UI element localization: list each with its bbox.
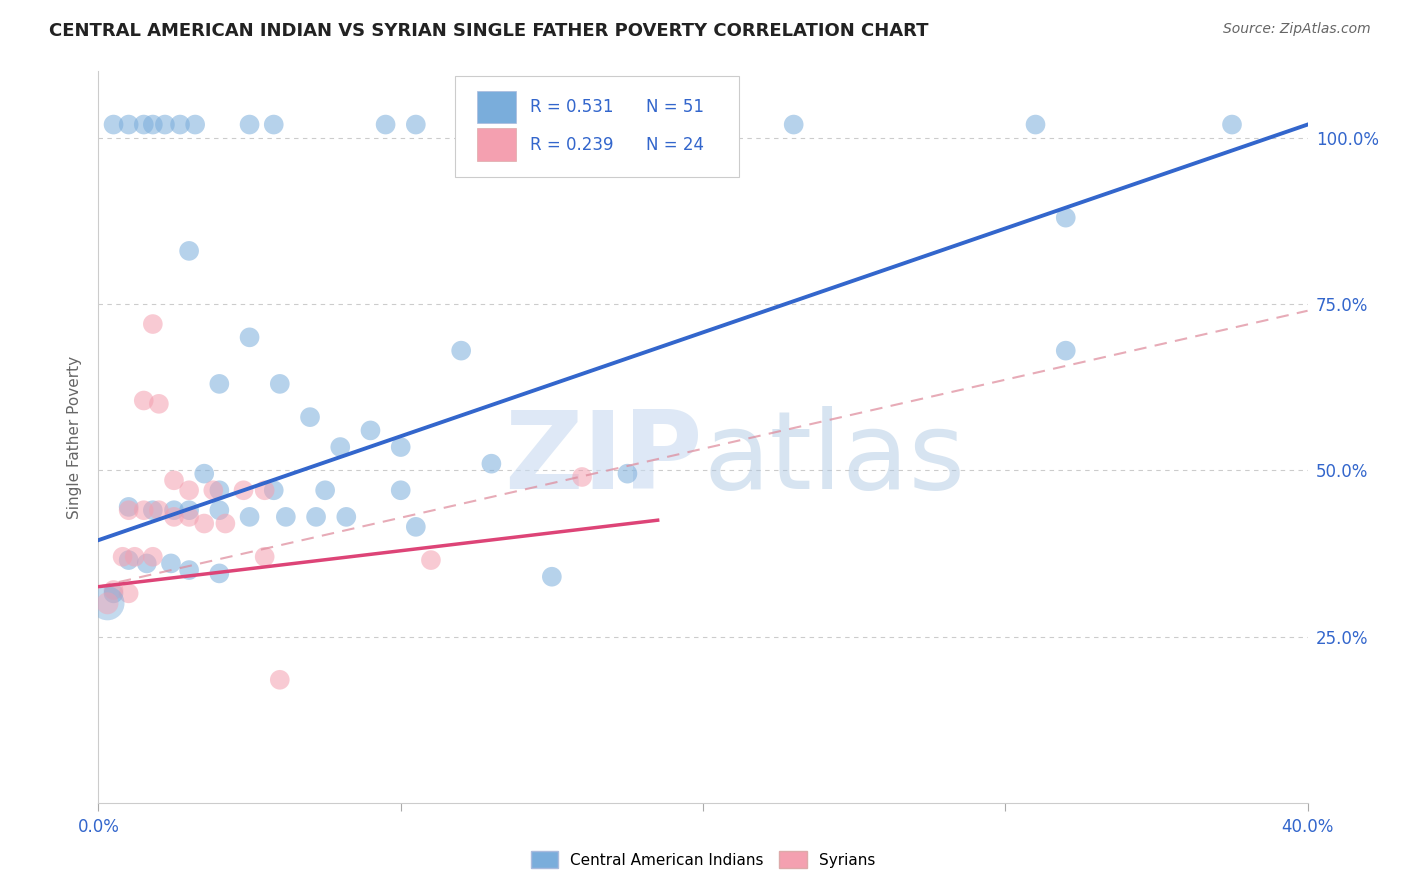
Text: Source: ZipAtlas.com: Source: ZipAtlas.com xyxy=(1223,22,1371,37)
Point xyxy=(274,509,297,524)
Point xyxy=(253,549,276,564)
Point xyxy=(179,509,201,524)
Point xyxy=(389,483,412,498)
FancyBboxPatch shape xyxy=(477,128,516,161)
Point xyxy=(692,118,714,132)
Point xyxy=(405,520,427,534)
Point xyxy=(239,118,262,132)
Point xyxy=(132,503,155,517)
FancyBboxPatch shape xyxy=(456,77,740,178)
Point xyxy=(540,570,562,584)
Point xyxy=(142,118,165,132)
Point xyxy=(1054,343,1077,358)
Point xyxy=(184,118,207,132)
Point xyxy=(179,483,201,498)
Point xyxy=(329,440,352,454)
Point xyxy=(118,553,141,567)
Point xyxy=(148,397,170,411)
Point xyxy=(555,118,578,132)
Point xyxy=(179,563,201,577)
Point xyxy=(163,503,186,517)
Point xyxy=(142,549,165,564)
Y-axis label: Single Father Poverty: Single Father Poverty xyxy=(67,356,83,518)
Point xyxy=(135,557,157,571)
Point xyxy=(450,343,472,358)
Point xyxy=(269,673,291,687)
Point xyxy=(616,467,638,481)
Point xyxy=(299,410,322,425)
Point xyxy=(208,376,231,391)
Point xyxy=(208,503,231,517)
Text: N = 24: N = 24 xyxy=(647,136,704,153)
Point xyxy=(96,596,118,610)
Text: R = 0.239: R = 0.239 xyxy=(530,136,613,153)
Point xyxy=(360,424,382,438)
Point xyxy=(571,470,593,484)
Point xyxy=(263,118,285,132)
Point xyxy=(96,596,118,610)
Point xyxy=(1220,118,1243,132)
Text: N = 51: N = 51 xyxy=(647,98,704,116)
Point xyxy=(118,503,141,517)
Point xyxy=(208,483,231,498)
Point xyxy=(118,118,141,132)
Point xyxy=(232,483,254,498)
Point xyxy=(142,503,165,517)
Point xyxy=(160,557,183,571)
Point xyxy=(169,118,191,132)
Point xyxy=(305,509,328,524)
Text: atlas: atlas xyxy=(703,406,965,512)
Point xyxy=(263,483,285,498)
Point xyxy=(335,509,357,524)
Point xyxy=(111,549,134,564)
Point xyxy=(148,503,170,517)
Point xyxy=(193,516,215,531)
Point xyxy=(153,118,176,132)
Point xyxy=(239,509,262,524)
Point xyxy=(1024,118,1046,132)
Point xyxy=(420,553,443,567)
Point xyxy=(132,118,155,132)
Point xyxy=(179,503,201,517)
Point xyxy=(208,566,231,581)
Point xyxy=(118,500,141,514)
Point xyxy=(405,118,427,132)
Point xyxy=(103,586,125,600)
Point xyxy=(202,483,225,498)
Point xyxy=(103,118,125,132)
Point xyxy=(1054,211,1077,225)
Point xyxy=(118,586,141,600)
Point xyxy=(103,582,125,597)
Point xyxy=(214,516,236,531)
Point xyxy=(253,483,276,498)
Text: R = 0.531: R = 0.531 xyxy=(530,98,613,116)
Point xyxy=(163,473,186,487)
Point xyxy=(132,393,155,408)
Point xyxy=(163,509,186,524)
Text: CENTRAL AMERICAN INDIAN VS SYRIAN SINGLE FATHER POVERTY CORRELATION CHART: CENTRAL AMERICAN INDIAN VS SYRIAN SINGLE… xyxy=(49,22,929,40)
Point xyxy=(269,376,291,391)
Point xyxy=(179,244,201,258)
Point xyxy=(481,457,503,471)
Point xyxy=(389,440,412,454)
Point xyxy=(239,330,262,344)
FancyBboxPatch shape xyxy=(477,91,516,123)
Point xyxy=(193,467,215,481)
Point xyxy=(783,118,806,132)
Point xyxy=(142,317,165,331)
Point xyxy=(374,118,396,132)
Point xyxy=(124,549,146,564)
Point xyxy=(314,483,336,498)
Legend: Central American Indians, Syrians: Central American Indians, Syrians xyxy=(523,844,883,875)
Text: ZIP: ZIP xyxy=(505,406,703,512)
